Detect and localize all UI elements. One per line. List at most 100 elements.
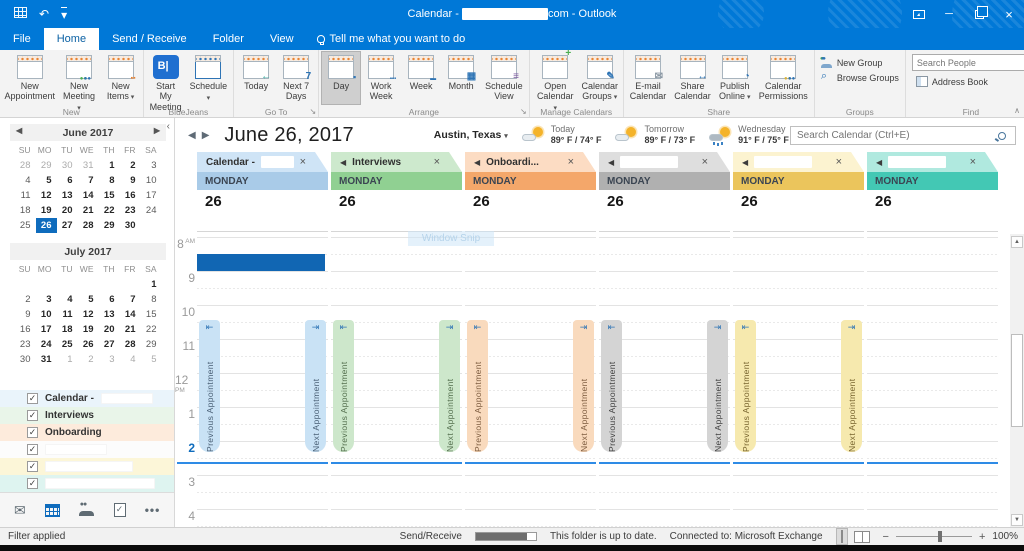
previous-appointment-tab[interactable]: ⇤ Previous Appointment <box>735 320 756 452</box>
next-appointment-tab[interactable]: ⇥ Next Appointment <box>841 320 862 452</box>
scroll-down-icon[interactable]: ▼ <box>1011 514 1023 526</box>
close-calendar-icon[interactable]: × <box>433 155 440 168</box>
day-grid[interactable]: ⇤ Previous Appointment ⇥ Next Appointment <box>733 232 864 527</box>
mini-calendar-day[interactable]: 26 <box>35 218 57 233</box>
mini-calendar-day[interactable]: 12 <box>82 309 94 320</box>
zoom-slider[interactable] <box>895 531 972 542</box>
ribbon-button-today[interactable]: Today <box>236 51 276 105</box>
calendar-list-item[interactable]: ✓ Onboarding <box>0 424 174 441</box>
mini-calendar-day[interactable]: 13 <box>61 190 73 201</box>
close-calendar-icon[interactable]: × <box>969 155 976 168</box>
mini-calendar-day[interactable]: 12 <box>40 190 52 201</box>
weather-location[interactable]: Austin, Texas ▾ <box>433 129 508 141</box>
mini-calendar-day[interactable]: 6 <box>109 294 115 305</box>
previous-month-icon[interactable]: ◀ <box>16 126 23 135</box>
mini-calendar-day[interactable]: 5 <box>88 294 94 305</box>
day-grid[interactable]: ⇤ Previous Appointment ⇥ Next Appointment <box>599 232 730 527</box>
mini-calendar-day[interactable]: 21 <box>124 324 136 335</box>
tell-me-box[interactable]: Tell me what you want to do <box>307 28 476 50</box>
previous-appointment-tab[interactable]: ⇤ Previous Appointment <box>467 320 488 452</box>
mini-calendar-day[interactable]: 20 <box>61 205 73 216</box>
mini-calendar-day[interactable]: 29 <box>145 339 157 350</box>
ribbon-button-new-meeting[interactable]: New Meeting <box>57 51 100 116</box>
ribbon-button-schedule-view[interactable]: Schedule View <box>481 51 527 105</box>
scroll-up-icon[interactable]: ▲ <box>1011 236 1023 248</box>
mini-calendar-day[interactable]: 24 <box>40 339 52 350</box>
mini-calendar-day[interactable]: 17 <box>145 190 157 201</box>
close-calendar-icon[interactable]: × <box>835 155 842 168</box>
mini-calendar-day[interactable]: 3 <box>46 294 52 305</box>
calendar-list-item[interactable]: ✓ Interviews <box>0 407 174 424</box>
previous-appointment-tab[interactable]: ⇤ Previous Appointment <box>601 320 622 452</box>
mini-calendar-day[interactable]: 25 <box>61 339 73 350</box>
customize-qat-icon[interactable]: ▾ <box>61 7 68 22</box>
tab-send-receive[interactable]: Send / Receive <box>112 33 187 45</box>
next-appointment-tab[interactable]: ⇥ Next Appointment <box>573 320 594 452</box>
mini-calendar-day[interactable]: 23 <box>124 205 136 216</box>
ribbon-button-new-items[interactable]: New Items <box>101 51 141 116</box>
mini-calendar-day[interactable]: 4 <box>25 175 31 186</box>
minimize-icon[interactable]: ─ <box>945 8 953 20</box>
ribbon-button-start-my-meeting[interactable]: Start My Meeting <box>146 51 186 115</box>
calendar-overlay-tab[interactable]: ◀ × <box>867 152 998 172</box>
next-appointment-tab[interactable]: ⇥ Next Appointment <box>439 320 460 452</box>
close-calendar-icon[interactable]: × <box>567 155 574 168</box>
close-calendar-icon[interactable]: × <box>701 155 708 168</box>
weather-tomorrow[interactable]: Tomorrow 89° F / 73° F <box>615 124 695 147</box>
mini-calendar-title[interactable]: July 2017 <box>64 245 112 258</box>
vertical-scrollbar[interactable]: ▲ ▼ <box>1010 234 1024 527</box>
checkbox-checked-icon[interactable]: ✓ <box>27 427 38 438</box>
calendar-icon[interactable] <box>44 503 60 517</box>
mini-calendar-day[interactable]: 14 <box>124 309 136 320</box>
mini-calendar-day[interactable]: 7 <box>130 294 136 305</box>
ribbon-button-work-week[interactable]: Work Week <box>361 51 401 105</box>
normal-view-icon[interactable] <box>835 528 848 545</box>
calendar-overlay-tab[interactable]: ◀ Onboardi... × <box>465 152 596 172</box>
mini-calendar-day[interactable]: 4 <box>67 294 73 305</box>
dialog-launcher-icon[interactable]: ↘ <box>519 107 527 116</box>
ribbon-button-day[interactable]: Day <box>321 51 362 105</box>
ribbon-button-new-group[interactable]: New Group <box>817 55 903 70</box>
calendar-list-item[interactable]: ✓ Calendar - <box>0 390 174 407</box>
mini-calendar-day[interactable]: 14 <box>82 190 94 201</box>
close-calendar-icon[interactable]: × <box>299 155 306 168</box>
ribbon-button-calendar-groups[interactable]: Calendar Groups <box>579 51 621 116</box>
mini-calendar-day[interactable]: 3 <box>151 160 157 171</box>
mini-calendar-day[interactable]: 31 <box>82 160 94 171</box>
busy-appointment[interactable] <box>197 254 325 271</box>
tab-home[interactable]: Home <box>43 28 100 50</box>
mini-calendar-day[interactable]: 30 <box>61 160 73 171</box>
weather-today[interactable]: Today 89° F / 74° F <box>521 124 601 147</box>
mini-calendar-day[interactable]: 25 <box>19 220 31 231</box>
mini-calendar-day[interactable]: 3 <box>109 354 115 365</box>
ribbon-button-browse-groups[interactable]: Browse Groups <box>817 70 903 85</box>
day-grid[interactable]: ⇤ Previous Appointment ⇥ Next Appointment <box>465 232 596 527</box>
people-icon[interactable] <box>78 501 95 516</box>
mini-calendar-title[interactable]: June 2017 <box>62 126 114 139</box>
mini-calendar-day[interactable]: 5 <box>46 175 52 186</box>
mini-calendar-day[interactable]: 22 <box>103 205 115 216</box>
mini-calendar-day[interactable]: 15 <box>103 190 115 201</box>
overlay-back-icon[interactable]: ◀ <box>876 157 883 167</box>
mini-calendar-day[interactable]: 6 <box>67 175 73 186</box>
close-icon[interactable]: × <box>1005 6 1013 22</box>
mini-calendar-day[interactable]: 17 <box>40 324 52 335</box>
mini-calendar-day[interactable]: 27 <box>103 339 115 350</box>
mini-calendar-day[interactable]: 18 <box>19 205 31 216</box>
mini-calendar-day[interactable]: 8 <box>109 175 115 186</box>
mini-calendar-day[interactable]: 30 <box>124 220 136 231</box>
mini-calendar-day[interactable]: 19 <box>40 205 52 216</box>
restore-icon[interactable] <box>964 0 994 28</box>
more-apps-icon[interactable]: ••• <box>144 503 161 517</box>
send-receive-icon[interactable] <box>14 7 27 21</box>
scrollbar-thumb[interactable] <box>1011 334 1023 427</box>
overlay-back-icon[interactable]: ◀ <box>608 157 615 167</box>
mini-calendar-day[interactable]: 10 <box>145 175 157 186</box>
mini-calendar-day[interactable]: 16 <box>124 190 136 201</box>
calendar-overlay-tab[interactable]: ◀ × <box>599 152 730 172</box>
tab-folder[interactable]: Folder <box>212 33 244 45</box>
address-book-button[interactable]: Address Book <box>912 74 1024 89</box>
reading-view-icon[interactable] <box>853 530 870 543</box>
previous-day-icon[interactable]: ◀ <box>188 129 196 141</box>
ribbon-button-calendar-permissions[interactable]: Calendar Permissions <box>755 51 812 105</box>
